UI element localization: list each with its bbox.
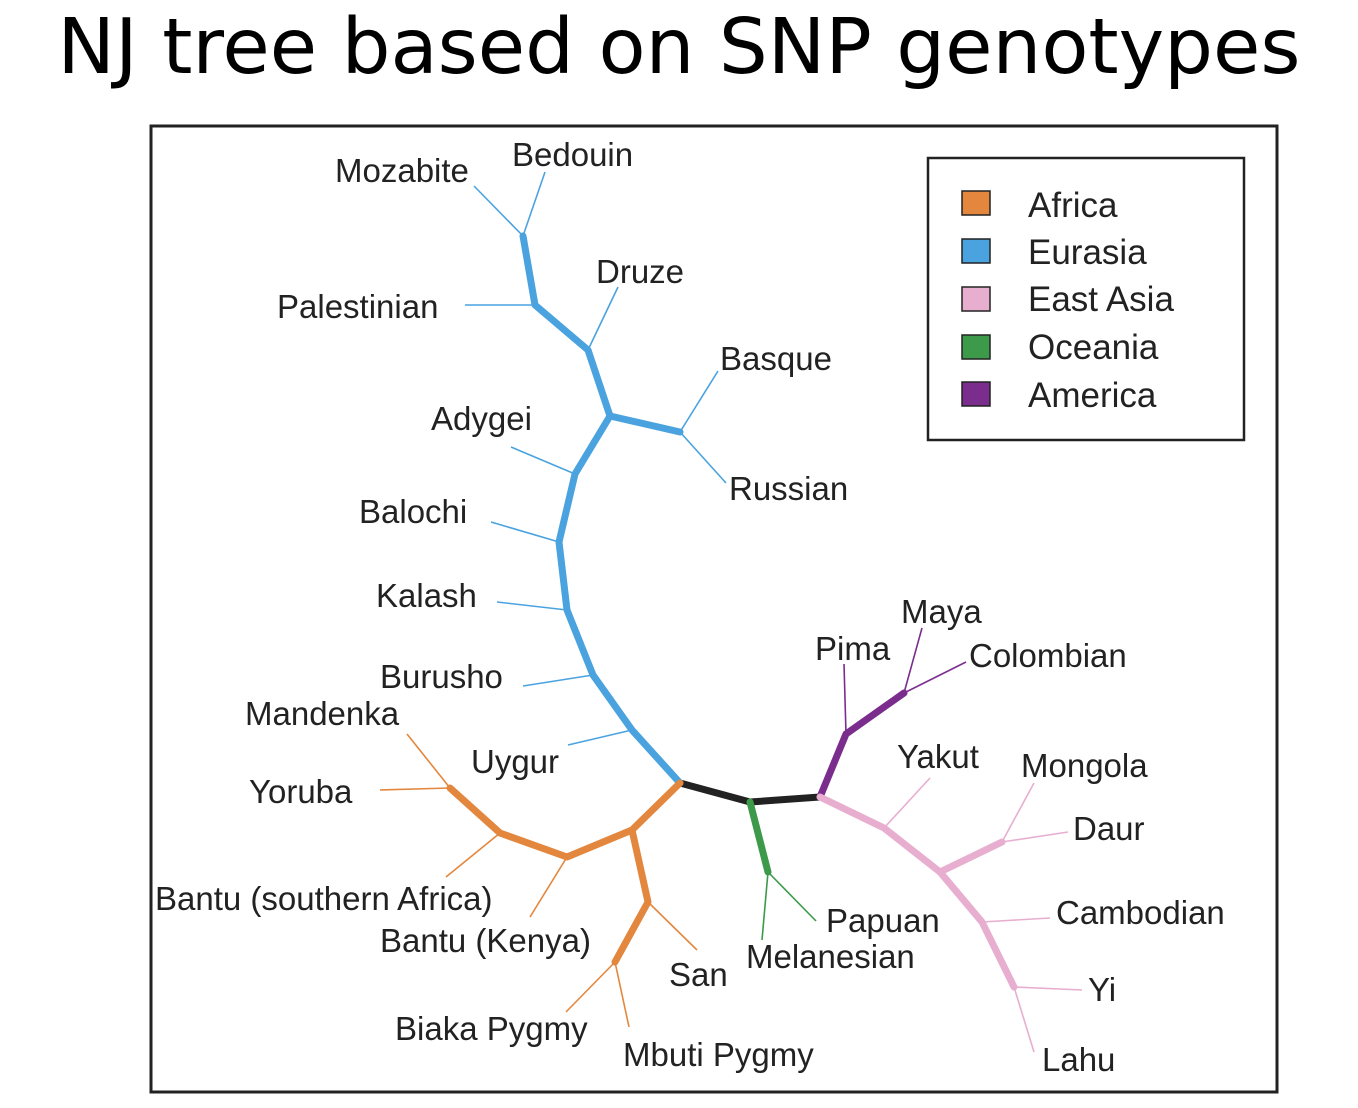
pima-branch <box>843 663 847 735</box>
legend-item-eurasia: Eurasia <box>961 233 1147 272</box>
taxon-label-bantu-southern-africa: Bantu (southern Africa) <box>155 880 493 917</box>
taxon-label-bedouin: Bedouin <box>512 136 633 173</box>
tree-branches <box>379 171 1083 1053</box>
taxon-label-san: San <box>669 956 728 993</box>
yakut-branch <box>883 777 931 829</box>
kalash-branch <box>496 601 568 611</box>
lahu-branch <box>1013 986 1035 1053</box>
bedouin-branch <box>522 171 546 237</box>
legend-item-america: America <box>961 376 1157 415</box>
taxon-label-melanesian: Melanesian <box>746 938 915 975</box>
adygei-branch <box>510 446 576 475</box>
yoruba-branch <box>379 787 451 791</box>
taxon-label-adygei: Adygei <box>431 400 532 437</box>
taxon-labels: Mozabite Bedouin Druze Palestinian Basqu… <box>155 136 1225 1078</box>
taxon-label-colombian: Colombian <box>969 637 1127 674</box>
oceania-backbone-branch <box>746 798 772 876</box>
legend-swatch-east-asia <box>961 286 991 312</box>
legend-label-africa: Africa <box>1028 186 1118 225</box>
yi-branch <box>1013 986 1083 991</box>
taxon-label-druze: Druze <box>596 253 684 290</box>
taxon-label-basque: Basque <box>720 340 832 377</box>
bantu-southern-branch <box>445 832 501 878</box>
burusho-branch <box>522 674 594 687</box>
legend-item-east-asia: East Asia <box>961 280 1174 319</box>
basque-branch <box>679 370 719 433</box>
taxon-label-uygur: Uygur <box>471 743 559 780</box>
taxon-label-burusho: Burusho <box>380 658 503 695</box>
figure-frame <box>149 124 1279 1094</box>
legend: Africa Eurasia East Asia Oceania America <box>926 156 1246 442</box>
legend-label-east-asia: East Asia <box>1028 280 1174 319</box>
taxon-label-cambodian: Cambodian <box>1056 894 1225 931</box>
druze-branch <box>587 286 619 351</box>
russian-branch <box>679 431 727 484</box>
taxon-label-mandenka: Mandenka <box>245 695 400 732</box>
maya-branch <box>903 627 923 694</box>
taxon-label-bantu-kenya: Bantu (Kenya) <box>380 922 591 959</box>
taxon-label-daur: Daur <box>1073 810 1145 847</box>
taxon-label-maya: Maya <box>901 593 982 630</box>
legend-swatch-eurasia <box>961 238 991 264</box>
mongola-branch <box>1001 782 1035 843</box>
legend-swatch-america <box>961 381 991 407</box>
uygur-branch <box>567 729 633 746</box>
legend-label-eurasia: Eurasia <box>1028 233 1147 272</box>
taxon-label-lahu: Lahu <box>1042 1041 1115 1078</box>
mandenka-branch <box>406 733 451 789</box>
taxon-label-yakut: Yakut <box>897 738 979 775</box>
east-asia-mongola-daur-branch <box>936 838 1006 876</box>
taxon-label-papuan: Papuan <box>826 902 940 939</box>
legend-item-africa: Africa <box>961 186 1118 225</box>
san-branch <box>647 901 698 951</box>
melanesian-branch <box>761 871 769 941</box>
taxon-label-biaka-pygmy: Biaka Pygmy <box>395 1010 588 1047</box>
mbuti-pygmy-branch <box>614 961 630 1028</box>
legend-swatch-africa <box>961 190 991 216</box>
africa-pygmy-branch <box>611 826 652 966</box>
eurasia-basque-russian-branch <box>606 412 684 436</box>
papuan-branch <box>767 871 817 922</box>
bantu-kenya-branch <box>529 856 568 918</box>
balochi-branch <box>490 521 560 543</box>
taxon-label-yoruba: Yoruba <box>249 773 353 810</box>
slide-title: NJ tree based on SNP genotypes <box>57 3 1301 92</box>
america-backbone-branch <box>816 689 908 801</box>
taxon-label-mbuti-pygmy: Mbuti Pygmy <box>623 1036 814 1073</box>
legend-label-america: America <box>1028 376 1157 415</box>
colombian-branch <box>903 661 967 694</box>
legend-item-oceania: Oceania <box>961 328 1159 367</box>
taxon-label-mongola: Mongola <box>1021 747 1148 784</box>
legend-swatch-oceania <box>961 334 991 360</box>
taxon-label-russian: Russian <box>729 470 848 507</box>
eurasia-backbone-branch <box>519 232 684 787</box>
legend-label-oceania: Oceania <box>1028 328 1159 367</box>
taxon-label-kalash: Kalash <box>376 577 477 614</box>
mozabite-branch <box>473 185 524 237</box>
taxon-label-yi: Yi <box>1088 971 1116 1008</box>
biaka-pygmy-branch <box>565 961 616 1013</box>
cambodian-branch <box>981 917 1051 923</box>
taxon-label-mozabite: Mozabite <box>335 152 469 189</box>
daur-branch <box>1001 831 1069 843</box>
taxon-label-balochi: Balochi <box>359 493 467 530</box>
taxon-label-palestinian: Palestinian <box>277 288 438 325</box>
taxon-label-pima: Pima <box>815 630 891 667</box>
